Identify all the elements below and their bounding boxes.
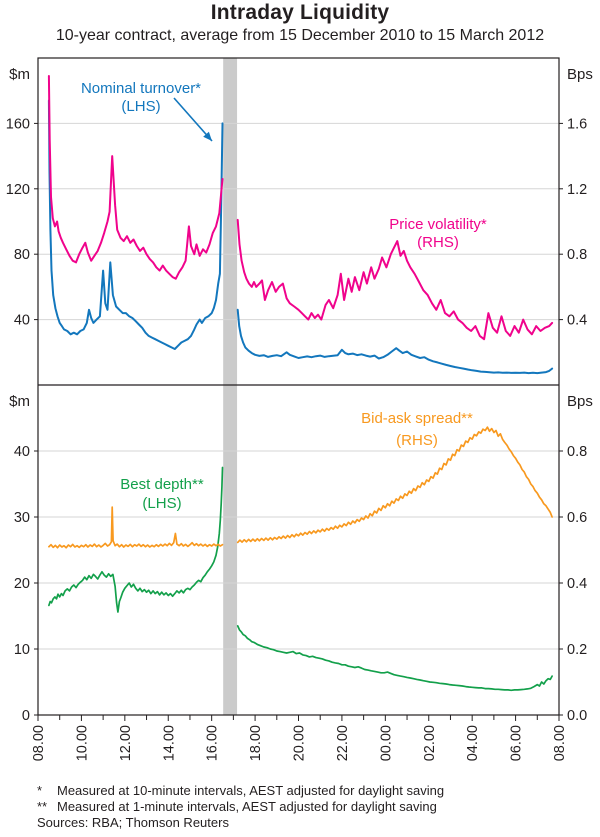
- left-tick-label: 40: [14, 444, 30, 460]
- x-tick-label: 16.00: [205, 725, 221, 761]
- footnotes: * Measured at 10-minute intervals, AEST …: [37, 783, 577, 831]
- series-best-depth-line: [48, 466, 224, 613]
- left-tick-label: 80: [14, 247, 30, 263]
- left-axis-unit: $m: [9, 66, 30, 83]
- best-depth-label: Best depth**: [120, 476, 204, 493]
- right-tick-label: 1.2: [567, 182, 587, 198]
- x-tick-label: 00.00: [378, 725, 394, 761]
- plot-border: [37, 57, 560, 716]
- right-tick-label: 0.4: [567, 313, 587, 329]
- nominal-turnover-label-arrowhead: [203, 131, 212, 141]
- best-depth-label: (LHS): [142, 495, 181, 512]
- session-break-band: [223, 58, 238, 715]
- left-tick-label: 0: [22, 708, 30, 724]
- nominal-turnover-label: Nominal turnover*: [81, 80, 201, 97]
- series-price-volatility-line: [236, 218, 554, 341]
- bid-ask-spread-label: Bid-ask spread**: [361, 410, 473, 427]
- chart-title: Intraday Liquidity: [210, 1, 390, 24]
- right-axis-unit: Bps: [567, 393, 593, 410]
- right-tick-label: 0.0: [567, 708, 587, 724]
- bid-ask-spread-label: (RHS): [396, 432, 438, 449]
- footnote-1: * Measured at 10-minute intervals, AEST …: [37, 783, 577, 799]
- right-tick-label: 1.6: [567, 116, 587, 132]
- x-tick-label: 06.00: [509, 725, 525, 761]
- x-tick-label: 04.00: [465, 725, 481, 761]
- left-tick-label: 20: [14, 576, 30, 592]
- x-tick-label: 02.00: [422, 725, 438, 761]
- x-tick-label: 14.00: [161, 725, 177, 761]
- left-tick-label: 160: [6, 116, 30, 132]
- left-tick-label: 40: [14, 313, 30, 329]
- series-bid-ask-spread-line: [48, 506, 224, 549]
- footnote-2-text: Measured at 1-minute intervals, AEST adj…: [57, 799, 437, 814]
- right-tick-label: 0.4: [567, 576, 587, 592]
- footnote-1-text: Measured at 10-minute intervals, AEST ad…: [57, 783, 445, 798]
- series-nominal-turnover-line: [236, 308, 554, 375]
- nominal-turnover-label: (LHS): [121, 98, 160, 115]
- x-tick-label: 10.00: [74, 725, 90, 761]
- x-tick-label: 18.00: [248, 725, 264, 761]
- price-volatility-label: (RHS): [417, 234, 459, 251]
- price-volatility-label: Price volatility*: [389, 216, 487, 233]
- right-axis-unit: Bps: [567, 66, 593, 83]
- x-tick-label: 20.00: [292, 725, 308, 761]
- left-axis-unit: $m: [9, 393, 30, 410]
- right-tick-label: 0.8: [567, 444, 587, 460]
- x-tick-label: 08.00: [552, 725, 568, 761]
- left-tick-label: 10: [14, 642, 30, 658]
- left-tick-label: 120: [6, 182, 30, 198]
- series-bid-ask-spread-line: [236, 426, 553, 544]
- series-price-volatility-line: [47, 75, 224, 280]
- series-best-depth-line: [236, 625, 553, 692]
- series-nominal-turnover-line: [47, 99, 224, 350]
- chart-subtitle: 10-year contract, average from 15 Decemb…: [55, 27, 545, 44]
- right-tick-label: 0.8: [567, 247, 587, 263]
- footnote-2-symbol: **: [37, 799, 48, 814]
- sources-line: Sources: RBA; Thomson Reuters: [37, 815, 229, 830]
- footnote-1-symbol: *: [37, 783, 43, 798]
- right-tick-label: 0.6: [567, 510, 587, 526]
- left-tick-label: 30: [14, 510, 30, 526]
- x-tick-label: 08.00: [31, 725, 47, 761]
- nominal-turnover-label-arrow: [173, 97, 213, 142]
- x-tick-label: 22.00: [335, 725, 351, 761]
- right-tick-label: 0.2: [567, 642, 587, 658]
- x-tick-label: 12.00: [118, 725, 134, 761]
- footnote-2: ** Measured at 1-minute intervals, AEST …: [37, 799, 577, 815]
